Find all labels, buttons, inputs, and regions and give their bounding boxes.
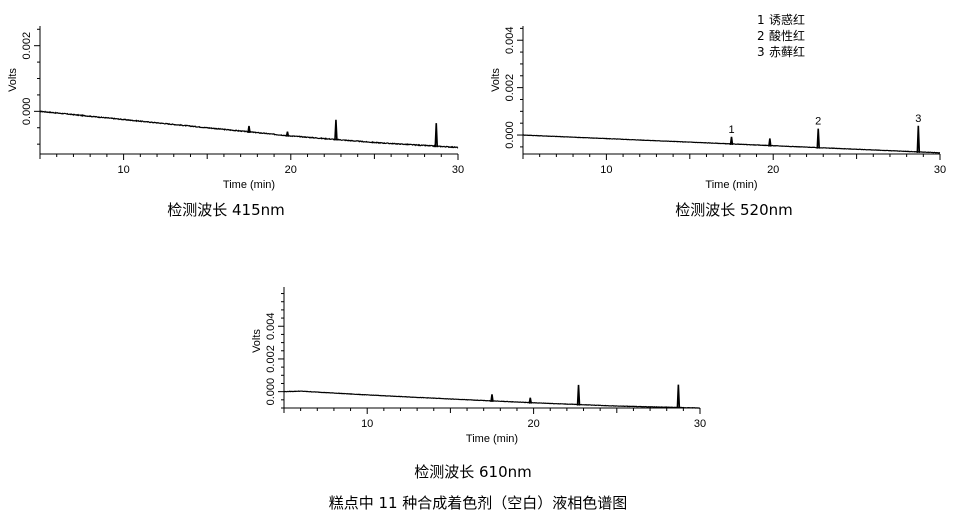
x-tick-label: 20 <box>285 164 297 176</box>
x-tick-label: 30 <box>694 418 706 430</box>
y-tick-label: 0.002 <box>504 74 516 102</box>
peak-label: 2 <box>815 116 821 128</box>
peak-spike <box>816 128 821 149</box>
chart-caption: 检测波长 520nm <box>675 201 793 219</box>
y-tick-label: 0.002 <box>21 32 33 60</box>
peak-spike <box>768 138 772 147</box>
peak-label: 3 <box>915 113 921 125</box>
legend-entry-name: 酸性红 <box>769 28 805 43</box>
peak-spike <box>676 384 681 409</box>
y-tick-label: 0.000 <box>21 98 33 126</box>
x-tick-label: 30 <box>452 164 464 176</box>
x-tick-label: 30 <box>934 164 946 176</box>
chromatogram-trace <box>522 134 941 154</box>
peak-spike <box>528 397 533 404</box>
y-tick-label: 0.004 <box>265 312 277 340</box>
x-tick-label: 20 <box>767 164 779 176</box>
legend-entry-name: 赤藓红 <box>769 44 805 59</box>
chart-panel-1: 10 20 30 0.000 0.002 Time (min) Volts 检测波长 415n… <box>7 26 464 219</box>
legend-entry-name: 诱惑红 <box>769 12 805 27</box>
legend-entry-number: 2 <box>757 29 765 43</box>
y-axis-label: Volts <box>7 68 19 92</box>
chromatogram-trace <box>283 390 701 409</box>
x-tick-label: 10 <box>361 418 373 430</box>
x-axis-label: Time (min) <box>466 433 518 445</box>
x-tick-label: 10 <box>600 164 612 176</box>
y-tick-label: 0.000 <box>504 121 516 149</box>
x-axis-label: Time (min) <box>223 179 275 191</box>
legend-entry-number: 3 <box>757 45 765 59</box>
chromatogram-trace <box>39 110 459 149</box>
y-tick-label: 0.004 <box>504 26 516 54</box>
chart-caption: 检测波长 415nm <box>167 201 285 219</box>
chart-panel-3: 10 20 30 0.000 0.002 0.004 Time (min) Volts 检测波长… <box>251 287 706 481</box>
x-tick-label: 10 <box>117 164 129 176</box>
peak-spike <box>247 125 251 133</box>
y-tick-label: 0.000 <box>265 378 277 406</box>
chart-caption: 检测波长 610nm <box>414 463 532 481</box>
legend-entry-number: 1 <box>757 13 765 27</box>
peak-spike <box>729 136 734 146</box>
peak-spike <box>334 119 338 141</box>
x-axis-label: Time (min) <box>705 179 757 191</box>
y-tick-label: 0.002 <box>265 345 277 373</box>
chart-panel-2: 10 20 30 0.000 0.002 0.004 Time (min) Volts 1 2 3 1… <box>490 12 946 219</box>
peak-spike <box>285 131 290 137</box>
figure-caption: 糕点中 11 种合成着色剂（空白）液相色谱图 <box>329 494 628 512</box>
peak-spike <box>916 125 921 153</box>
peak-spike <box>490 394 494 402</box>
y-axis-label: Volts <box>251 329 263 353</box>
peak-spike <box>576 384 581 406</box>
y-axis-label: Volts <box>490 68 502 92</box>
peak-spike <box>434 123 439 148</box>
x-tick-label: 20 <box>527 418 539 430</box>
peak-label: 1 <box>728 124 734 136</box>
